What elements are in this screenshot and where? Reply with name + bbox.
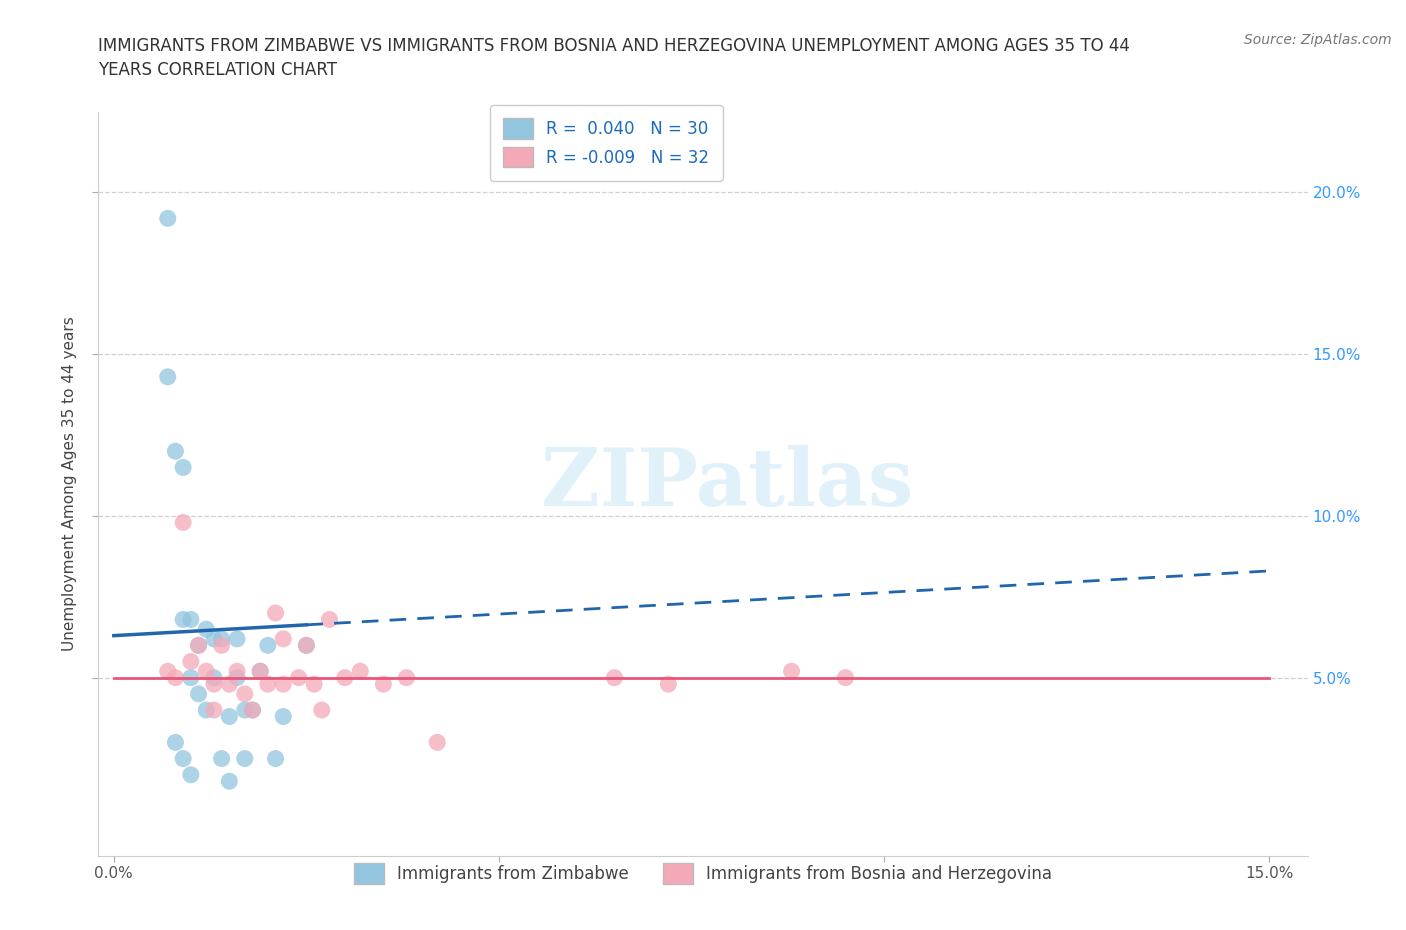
Point	[165, 444, 187, 458]
Point	[271, 631, 294, 646]
Y-axis label: Unemployment Among Ages 35 to 44 years: Unemployment Among Ages 35 to 44 years	[62, 316, 77, 651]
Point	[242, 702, 264, 717]
Point	[180, 767, 202, 782]
Point	[226, 664, 249, 679]
Point	[257, 638, 280, 653]
Point	[271, 677, 294, 692]
Point	[226, 671, 249, 685]
Point	[195, 664, 218, 679]
Text: IMMIGRANTS FROM ZIMBABWE VS IMMIGRANTS FROM BOSNIA AND HERZEGOVINA UNEMPLOYMENT : IMMIGRANTS FROM ZIMBABWE VS IMMIGRANTS F…	[98, 37, 1130, 79]
Point	[657, 677, 679, 692]
Point	[180, 612, 202, 627]
Legend: Immigrants from Zimbabwe, Immigrants from Bosnia and Herzegovina: Immigrants from Zimbabwe, Immigrants fro…	[346, 855, 1060, 892]
Point	[318, 612, 340, 627]
Point	[187, 638, 209, 653]
Point	[311, 702, 333, 717]
Point	[603, 671, 626, 685]
Point	[233, 686, 256, 701]
Point	[395, 671, 418, 685]
Point	[242, 702, 264, 717]
Point	[295, 638, 318, 653]
Point	[172, 460, 194, 475]
Point	[202, 631, 225, 646]
Point	[180, 654, 202, 669]
Point	[187, 686, 209, 701]
Point	[264, 751, 287, 766]
Point	[211, 638, 233, 653]
Point	[426, 735, 449, 750]
Point	[264, 605, 287, 620]
Point	[295, 638, 318, 653]
Point	[302, 677, 325, 692]
Point	[202, 702, 225, 717]
Point	[211, 751, 233, 766]
Point	[271, 709, 294, 724]
Point	[218, 677, 240, 692]
Point	[249, 664, 271, 679]
Point	[257, 677, 280, 692]
Point	[211, 631, 233, 646]
Point	[195, 702, 218, 717]
Point	[218, 709, 240, 724]
Point	[156, 369, 179, 384]
Point	[165, 671, 187, 685]
Point	[226, 631, 249, 646]
Point	[373, 677, 395, 692]
Point	[180, 671, 202, 685]
Point	[333, 671, 356, 685]
Point	[172, 515, 194, 530]
Point	[233, 702, 256, 717]
Point	[172, 612, 194, 627]
Point	[202, 671, 225, 685]
Point	[780, 664, 803, 679]
Point	[349, 664, 371, 679]
Point	[195, 622, 218, 637]
Point	[287, 671, 309, 685]
Point	[156, 211, 179, 226]
Text: Source: ZipAtlas.com: Source: ZipAtlas.com	[1244, 33, 1392, 46]
Point	[218, 774, 240, 789]
Point	[233, 751, 256, 766]
Point	[834, 671, 856, 685]
Point	[165, 735, 187, 750]
Point	[249, 664, 271, 679]
Point	[187, 638, 209, 653]
Point	[172, 751, 194, 766]
Text: ZIPatlas: ZIPatlas	[541, 445, 914, 523]
Point	[156, 664, 179, 679]
Point	[202, 677, 225, 692]
